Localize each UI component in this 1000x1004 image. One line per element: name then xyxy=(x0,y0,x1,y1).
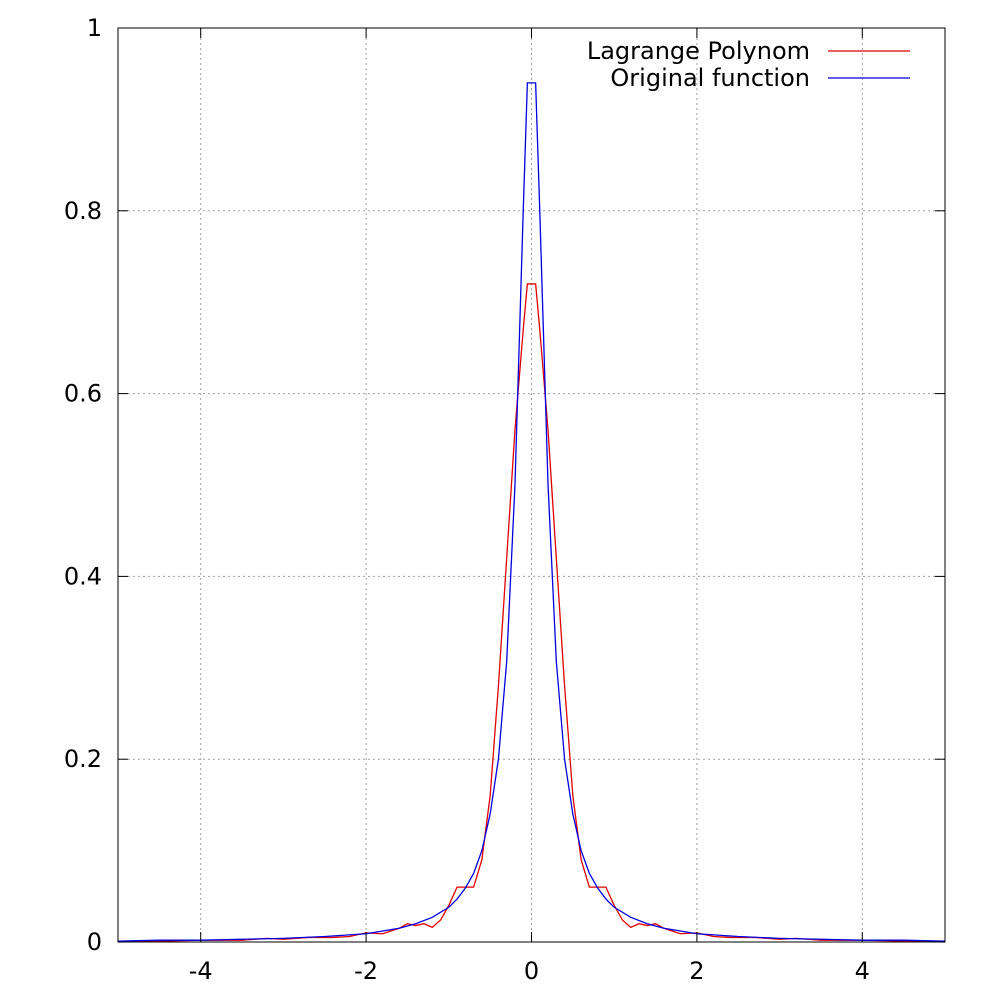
y-tick-label: 0.8 xyxy=(64,197,102,225)
x-tick-label: -2 xyxy=(354,957,378,985)
y-tick-label: 1 xyxy=(87,14,102,42)
x-tick-label: 4 xyxy=(855,957,870,985)
legend-label: Lagrange Polynom xyxy=(587,37,810,65)
tick-labels: -4 -2 0 2 4 0 0.2 0.4 0.6 0.8 1 xyxy=(64,14,870,985)
x-tick-label: 0 xyxy=(524,957,539,985)
grid xyxy=(118,27,945,943)
series-line-original-function xyxy=(117,82,946,942)
y-tick-label: 0.4 xyxy=(64,562,102,590)
series-lines xyxy=(117,82,946,943)
x-tick-label: -4 xyxy=(189,957,213,985)
x-tick-label: 2 xyxy=(689,957,704,985)
y-tick-label: 0.6 xyxy=(64,380,102,408)
legend-label: Original function xyxy=(610,64,810,92)
y-tick-label: 0 xyxy=(87,928,102,956)
ticks xyxy=(118,27,945,943)
y-tick-label: 0.2 xyxy=(64,745,102,773)
